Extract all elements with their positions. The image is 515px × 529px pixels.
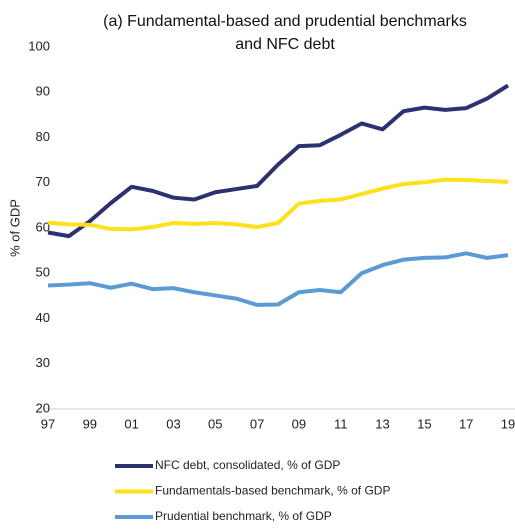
series-line xyxy=(47,251,509,307)
y-tick-label: 20 xyxy=(36,400,50,415)
x-tick-label: 99 xyxy=(83,416,97,431)
chart-title: (a) Fundamental-based and prudential ben… xyxy=(103,13,467,30)
series-line xyxy=(47,177,509,232)
legend-label: Prudential benchmark, % of GDP xyxy=(155,509,332,523)
x-tick-label: 01 xyxy=(124,416,138,431)
x-tick-label: 05 xyxy=(208,416,222,431)
legend-label: Fundamentals-based benchmark, % of GDP xyxy=(155,484,390,498)
y-tick-label: 70 xyxy=(36,174,50,189)
x-tick-label: 19 xyxy=(501,416,515,431)
x-tick-label: 07 xyxy=(250,416,264,431)
x-tick-label: 11 xyxy=(334,416,348,431)
x-tick-label: 09 xyxy=(292,416,306,431)
y-tick-label: 80 xyxy=(36,129,50,144)
x-tick-label: 03 xyxy=(166,416,180,431)
x-tick-label: 97 xyxy=(41,416,55,431)
legend-label: NFC debt, consolidated, % of GDP xyxy=(155,458,340,472)
x-tick-label: 13 xyxy=(375,416,389,431)
y-tick-label: 100 xyxy=(28,38,50,53)
x-tick-label: 17 xyxy=(459,416,473,431)
y-tick-label: 50 xyxy=(36,265,50,280)
x-tick-label: 15 xyxy=(417,416,431,431)
chart-title: and NFC debt xyxy=(235,36,335,53)
series-line xyxy=(47,83,510,239)
y-tick-label: 40 xyxy=(36,310,50,325)
y-tick-label: 90 xyxy=(36,84,50,99)
y-axis-label: % of GDP xyxy=(7,199,22,257)
y-tick-label: 60 xyxy=(36,219,50,234)
y-tick-label: 30 xyxy=(36,355,50,370)
